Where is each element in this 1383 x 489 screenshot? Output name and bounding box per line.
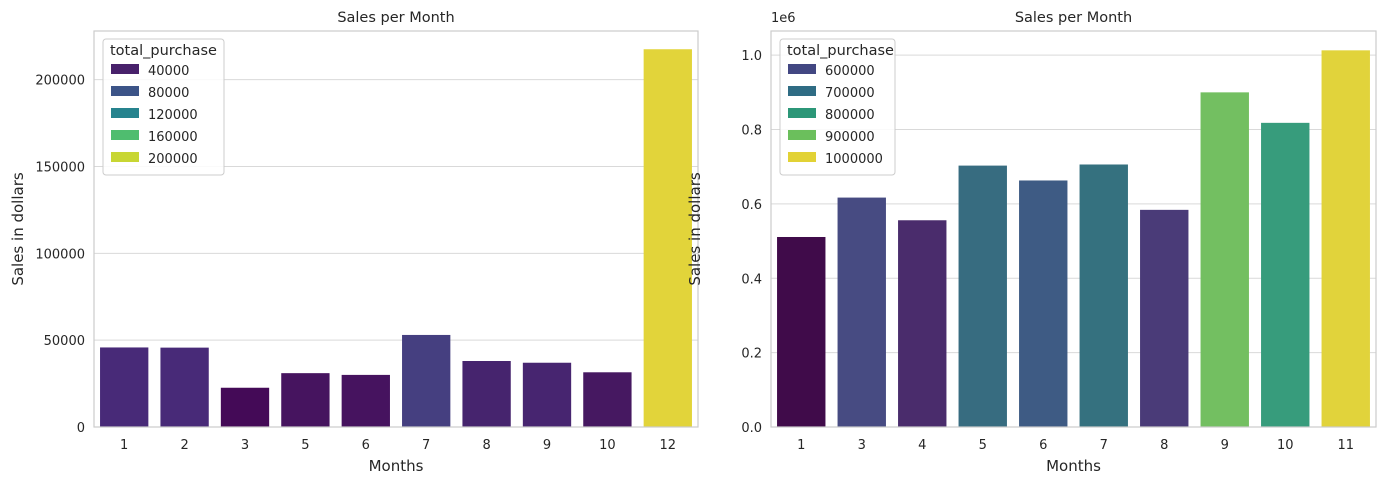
- legend-entry-label: 80000: [148, 86, 189, 101]
- y-tick-label: 50000: [44, 334, 85, 349]
- x-tick-label: 3: [241, 438, 249, 453]
- x-tick-label: 5: [979, 438, 987, 453]
- bar-month-9: [522, 362, 572, 427]
- bar-month-7: [1079, 164, 1128, 428]
- legend-title: total_purchase: [787, 43, 894, 59]
- bar-month-8: [462, 361, 511, 427]
- y-tick-label: 1.0: [741, 49, 762, 64]
- legend-swatch: [111, 108, 139, 118]
- x-tick-label: 2: [180, 438, 188, 453]
- x-tick-label: 7: [422, 438, 430, 453]
- bar-month-11: [1321, 50, 1370, 428]
- chart-title: Sales per Month: [337, 10, 454, 26]
- y-axis-label: Sales in dollars: [9, 172, 27, 286]
- y-tick-label: 0: [77, 421, 85, 436]
- x-tick-label: 5: [301, 438, 309, 453]
- legend-entry-label: 800000: [825, 108, 875, 123]
- legend-swatch: [111, 130, 139, 140]
- axes-frame: [93, 30, 699, 428]
- legend-swatch: [788, 64, 816, 74]
- legend-swatch: [788, 108, 816, 118]
- y-tick-label: 0.6: [741, 198, 762, 213]
- axes-frame: [770, 30, 1377, 428]
- bar-month-12: [643, 49, 692, 427]
- legend-swatch: [788, 152, 816, 162]
- x-tick-label: 6: [362, 438, 370, 453]
- chart-panel-2: 0.0 0.2 0.4 0.6 0.8 1.0 1 3 4 5 6 7 8 9 10 11 Sales per …: [686, 10, 1377, 475]
- bar-month-8: [1140, 209, 1189, 427]
- y-tick-label: 200000: [35, 74, 85, 89]
- x-tick-label: 10: [599, 438, 616, 453]
- x-tick-label: 6: [1039, 438, 1047, 453]
- bar-month-7: [402, 334, 451, 427]
- y-tick-label: 150000: [35, 160, 85, 175]
- x-tick-label: 9: [543, 438, 551, 453]
- x-tick-label: 8: [1160, 438, 1168, 453]
- bar-month-3: [220, 387, 270, 427]
- x-tick-label: 7: [1100, 438, 1108, 453]
- bar-month-3: [837, 197, 886, 427]
- bar-month-1: [100, 347, 149, 427]
- legend-entry-label: 160000: [148, 130, 198, 145]
- x-tick-label: 1: [797, 438, 805, 453]
- y-tick-label: 0.8: [741, 124, 762, 139]
- x-axis-label: Months: [1046, 457, 1101, 475]
- legend-swatch: [788, 130, 816, 140]
- legend-swatch: [111, 152, 139, 162]
- bar-month-9: [1200, 92, 1249, 427]
- legend-swatch: [788, 86, 816, 96]
- y-tick-label: 100000: [35, 247, 85, 262]
- y-tick-label: 0.2: [741, 347, 762, 362]
- x-tick-label: 10: [1277, 438, 1294, 453]
- legend: total_purchase 600000 700000 800000 900000 10…: [779, 38, 896, 176]
- legend-swatch: [111, 86, 139, 96]
- chart-title: Sales per Month: [1015, 10, 1132, 26]
- bar-month-6: [1019, 180, 1068, 427]
- legend: total_purchase 40000 80000 120000 160000 2000…: [102, 38, 225, 176]
- legend-swatch: [111, 64, 139, 74]
- legend-entry-label: 200000: [148, 152, 198, 167]
- x-axis-label: Months: [369, 457, 424, 475]
- legend-title: total_purchase: [110, 43, 217, 59]
- x-tick-label: 3: [858, 438, 866, 453]
- y-axis-label: Sales in dollars: [686, 172, 704, 286]
- legend-entry-label: 40000: [148, 64, 189, 79]
- y-tick-label: 0.4: [741, 272, 762, 287]
- x-tick-label: 4: [918, 438, 926, 453]
- legend-entry-label: 120000: [148, 108, 198, 123]
- bar-month-5: [958, 165, 1007, 427]
- bar-month-10: [583, 372, 632, 427]
- bar-month-10: [1261, 122, 1310, 427]
- bar-month-6: [341, 374, 390, 427]
- legend-entry-label: 600000: [825, 64, 875, 79]
- x-tick-label: 11: [1337, 438, 1354, 453]
- bar-month-1: [777, 236, 826, 427]
- x-tick-label: 8: [482, 438, 490, 453]
- bar-month-2: [160, 347, 209, 427]
- x-tick-label: 1: [120, 438, 128, 453]
- legend-entry-label: 1000000: [825, 152, 883, 167]
- bar-month-4: [898, 220, 947, 427]
- legend-entry-label: 700000: [825, 86, 875, 101]
- y-offset-label: 1e6: [771, 11, 796, 26]
- legend-entry-label: 900000: [825, 130, 875, 145]
- x-tick-label: 9: [1221, 438, 1229, 453]
- bar-month-5: [281, 373, 330, 427]
- x-tick-label: 12: [660, 438, 677, 453]
- y-tick-label: 0.0: [741, 421, 762, 436]
